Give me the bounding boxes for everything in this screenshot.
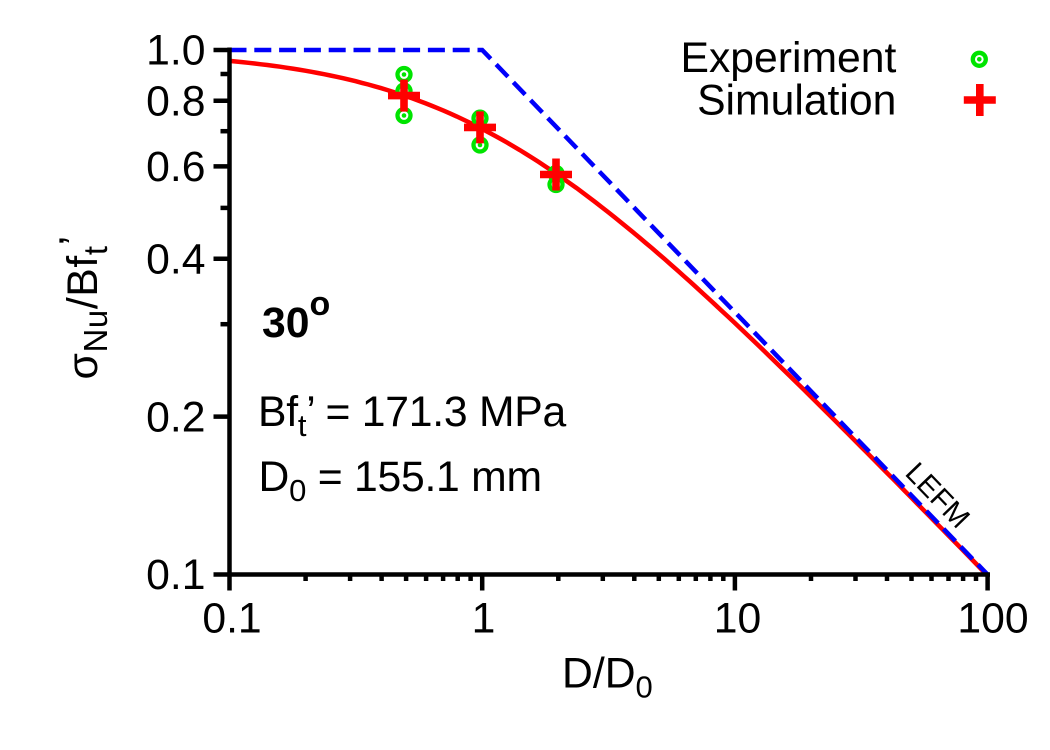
svg-text:0.1: 0.1 — [146, 551, 205, 599]
svg-text:Simulation: Simulation — [697, 77, 896, 125]
svg-text:0.2: 0.2 — [146, 393, 205, 441]
svg-text:100: 100 — [957, 594, 1028, 642]
svg-text:Bft’ = 171.3 MPa: Bft’ = 171.3 MPa — [258, 388, 566, 443]
svg-text:0.4: 0.4 — [146, 235, 205, 283]
svg-text:D0 = 155.1 mm: D0 = 155.1 mm — [259, 453, 542, 508]
svg-text:0.1: 0.1 — [202, 594, 261, 642]
svg-text:0.6: 0.6 — [146, 143, 205, 191]
svg-text:1.0: 1.0 — [146, 27, 205, 75]
svg-text:σNu/Bft’: σNu/Bft’ — [51, 235, 114, 379]
svg-text:10: 10 — [714, 594, 761, 642]
svg-text:1: 1 — [472, 594, 496, 642]
svg-text:Experiment: Experiment — [680, 34, 896, 82]
svg-text:0.8: 0.8 — [146, 78, 205, 126]
